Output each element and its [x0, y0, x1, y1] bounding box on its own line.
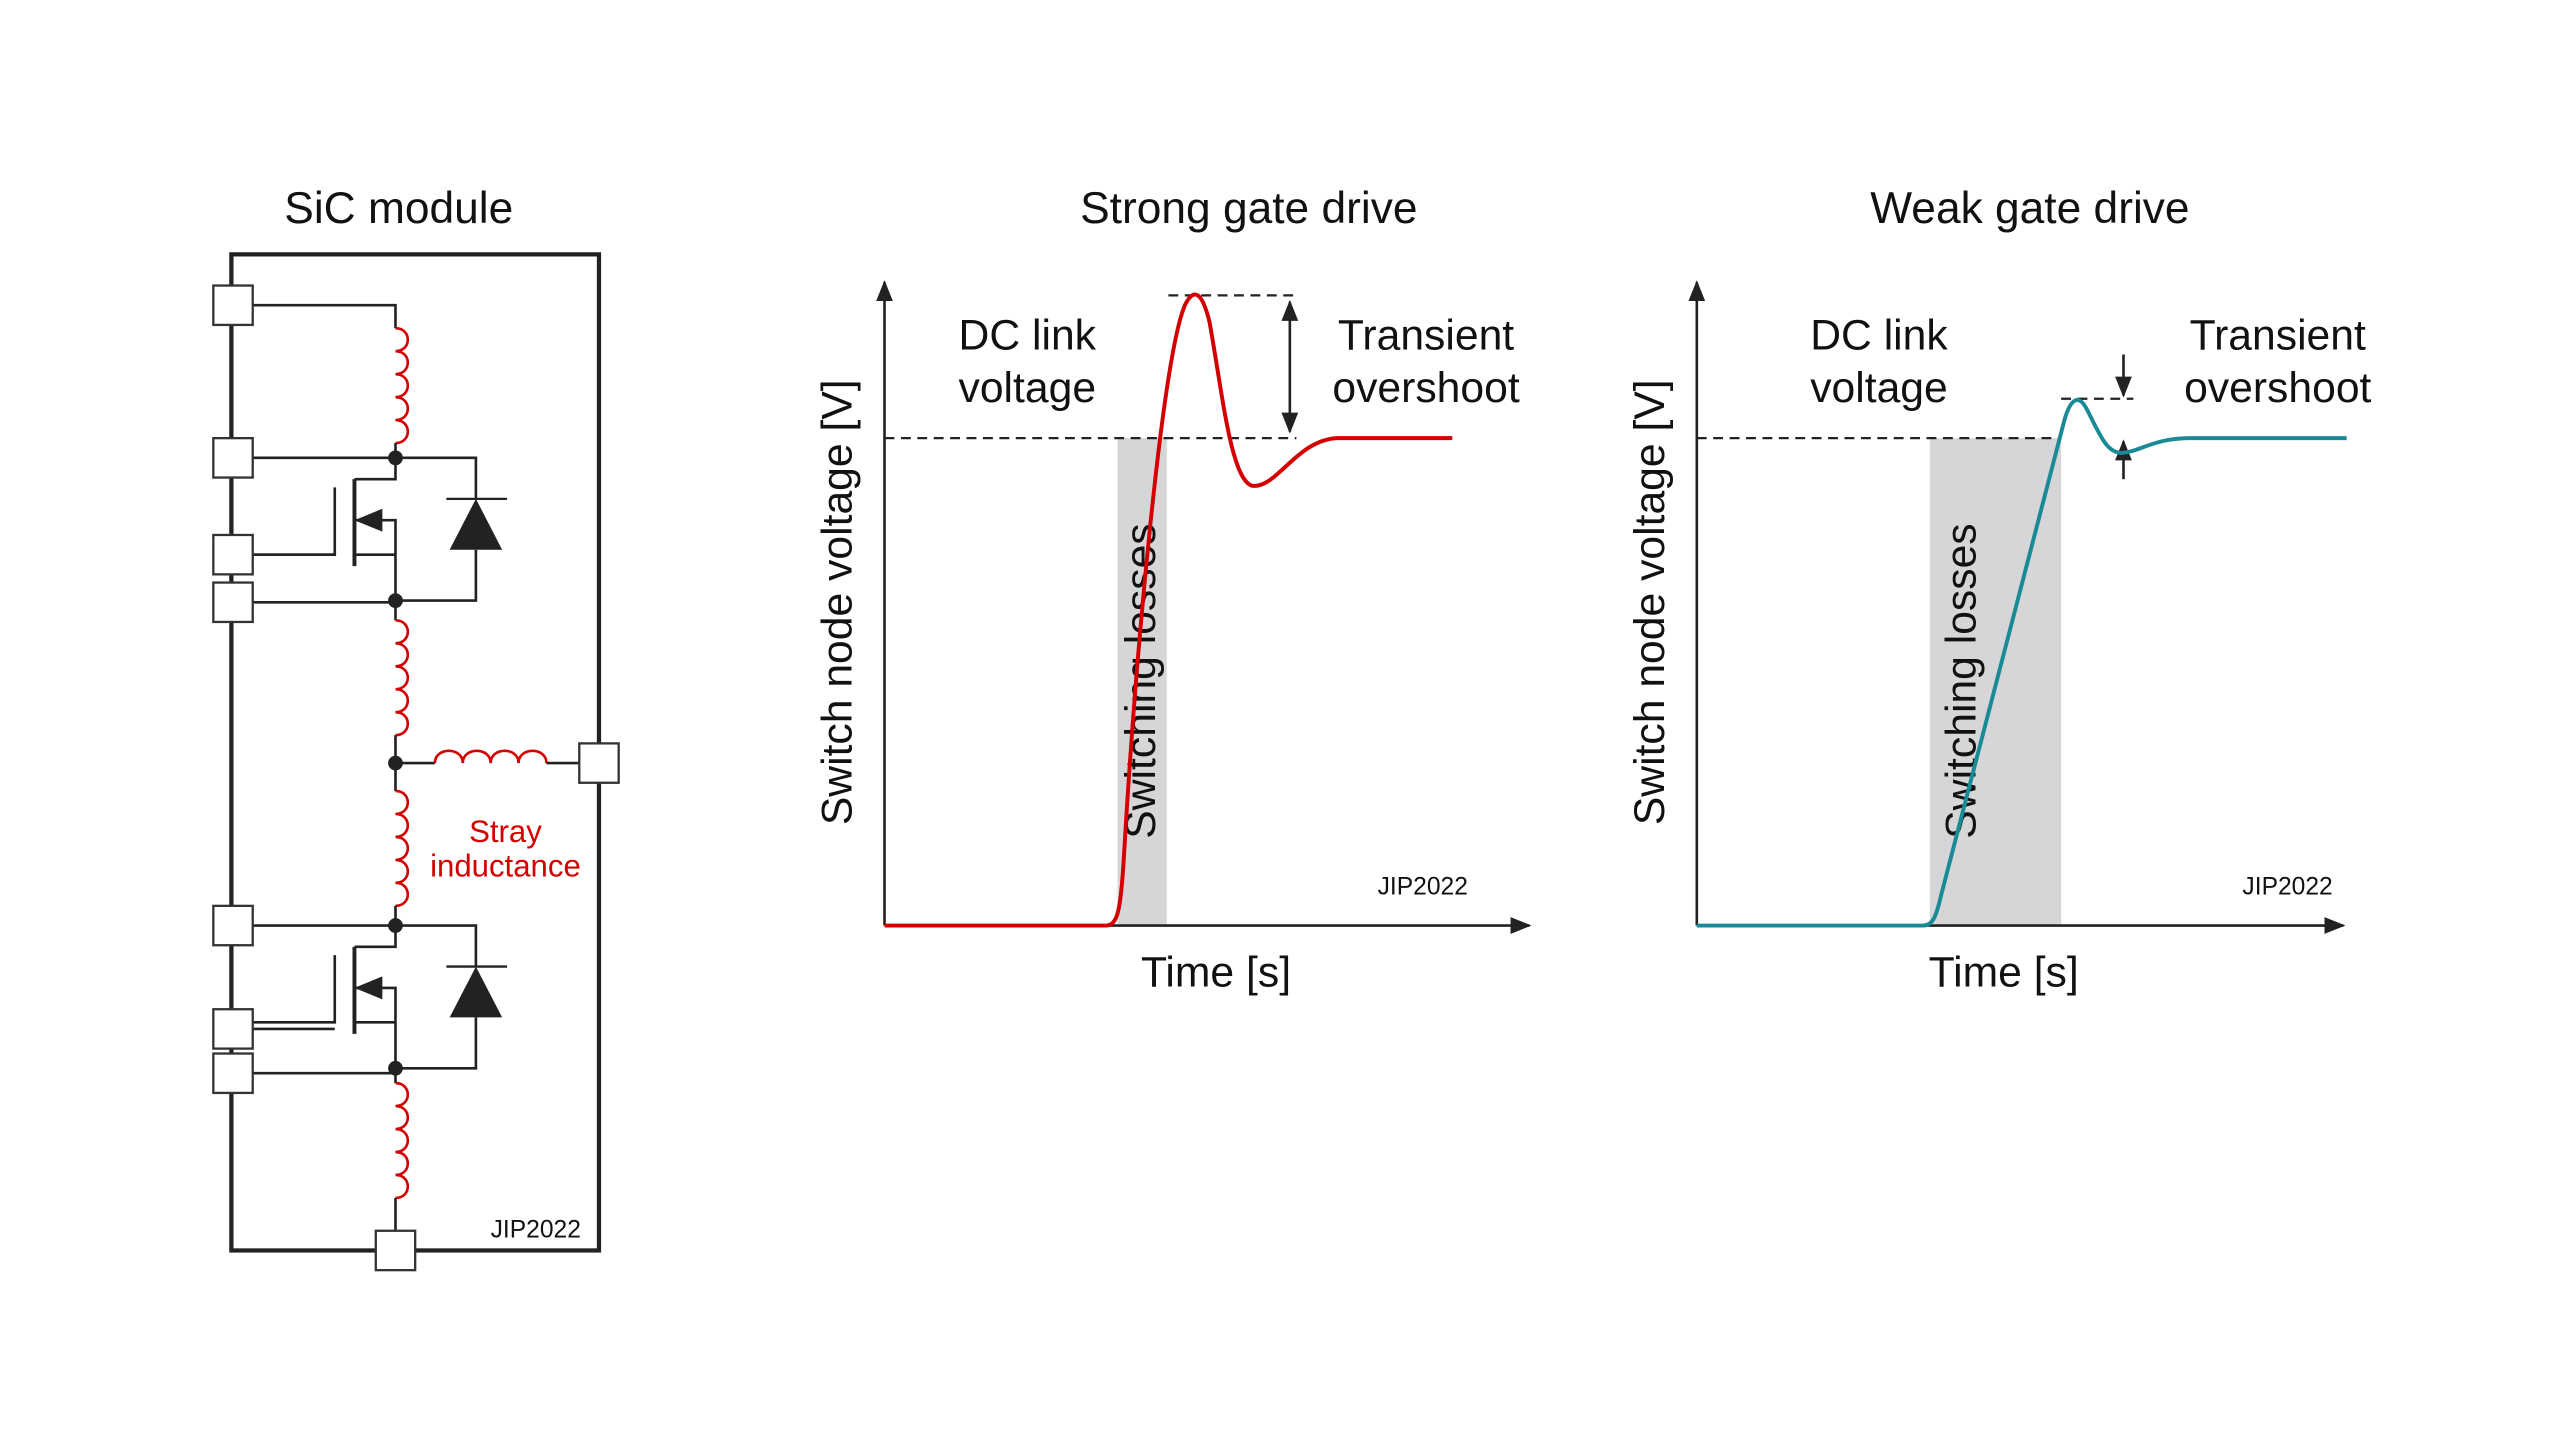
overshoot-label: overshoot	[1332, 364, 1519, 412]
sic-module-diagram: SiC module	[212, 184, 620, 1272]
voltage-curve	[1696, 398, 2347, 928]
module-title: SiC module	[284, 184, 513, 233]
upper-mosfet-with-diode	[250, 448, 510, 610]
x-axis-label: Time [s]	[1929, 948, 2079, 996]
terminal	[212, 904, 254, 947]
weak-gate-drive-plot: Weak gate drive Switching losses DC link…	[1626, 184, 2372, 996]
y-axis-label: Switch node voltage [V]	[813, 379, 861, 825]
stray-label: inductance	[430, 848, 581, 883]
stray-label: Stray	[469, 814, 542, 849]
terminal	[374, 1229, 417, 1272]
terminal	[212, 1008, 254, 1050]
dc-link-label: voltage	[959, 364, 1097, 412]
overshoot-label: Transient	[2190, 312, 2366, 360]
terminals	[212, 284, 620, 1272]
overshoot-label: Transient	[1338, 312, 1514, 360]
dc-link-label: DC link	[1810, 312, 1948, 360]
stray-inductor	[394, 618, 410, 737]
x-axis-label: Time [s]	[1141, 948, 1291, 996]
terminal	[212, 1052, 254, 1095]
plot-title: Strong gate drive	[1080, 184, 1417, 233]
watermark: JIP2022	[1378, 873, 1468, 900]
stray-inductor	[394, 1081, 410, 1200]
terminal	[212, 437, 254, 479]
voltage-curve	[884, 292, 1453, 928]
stray-inductor	[394, 789, 410, 908]
dc-link-label: DC link	[959, 312, 1097, 360]
lower-mosfet-with-diode	[250, 916, 510, 1078]
switching-losses-label: Switching losses	[1117, 523, 1165, 838]
strong-gate-drive-plot: Strong gate drive Switching losses DC li…	[813, 184, 1532, 996]
stray-inductor	[394, 326, 410, 445]
watermark: JIP2022	[2242, 873, 2332, 900]
watermark: JIP2022	[491, 1216, 581, 1243]
terminal	[578, 742, 620, 784]
dc-link-label: voltage	[1810, 364, 1948, 412]
y-axis-label: Switch node voltage [V]	[1626, 379, 1674, 825]
terminal	[212, 284, 254, 327]
terminal	[212, 581, 254, 624]
switching-losses-label: Switching losses	[1938, 523, 1986, 838]
module-outline	[229, 252, 602, 1253]
stray-inductor	[433, 749, 548, 764]
overshoot-label: overshoot	[2184, 364, 2371, 412]
plot-title: Weak gate drive	[1870, 184, 2189, 233]
terminal	[212, 533, 254, 576]
